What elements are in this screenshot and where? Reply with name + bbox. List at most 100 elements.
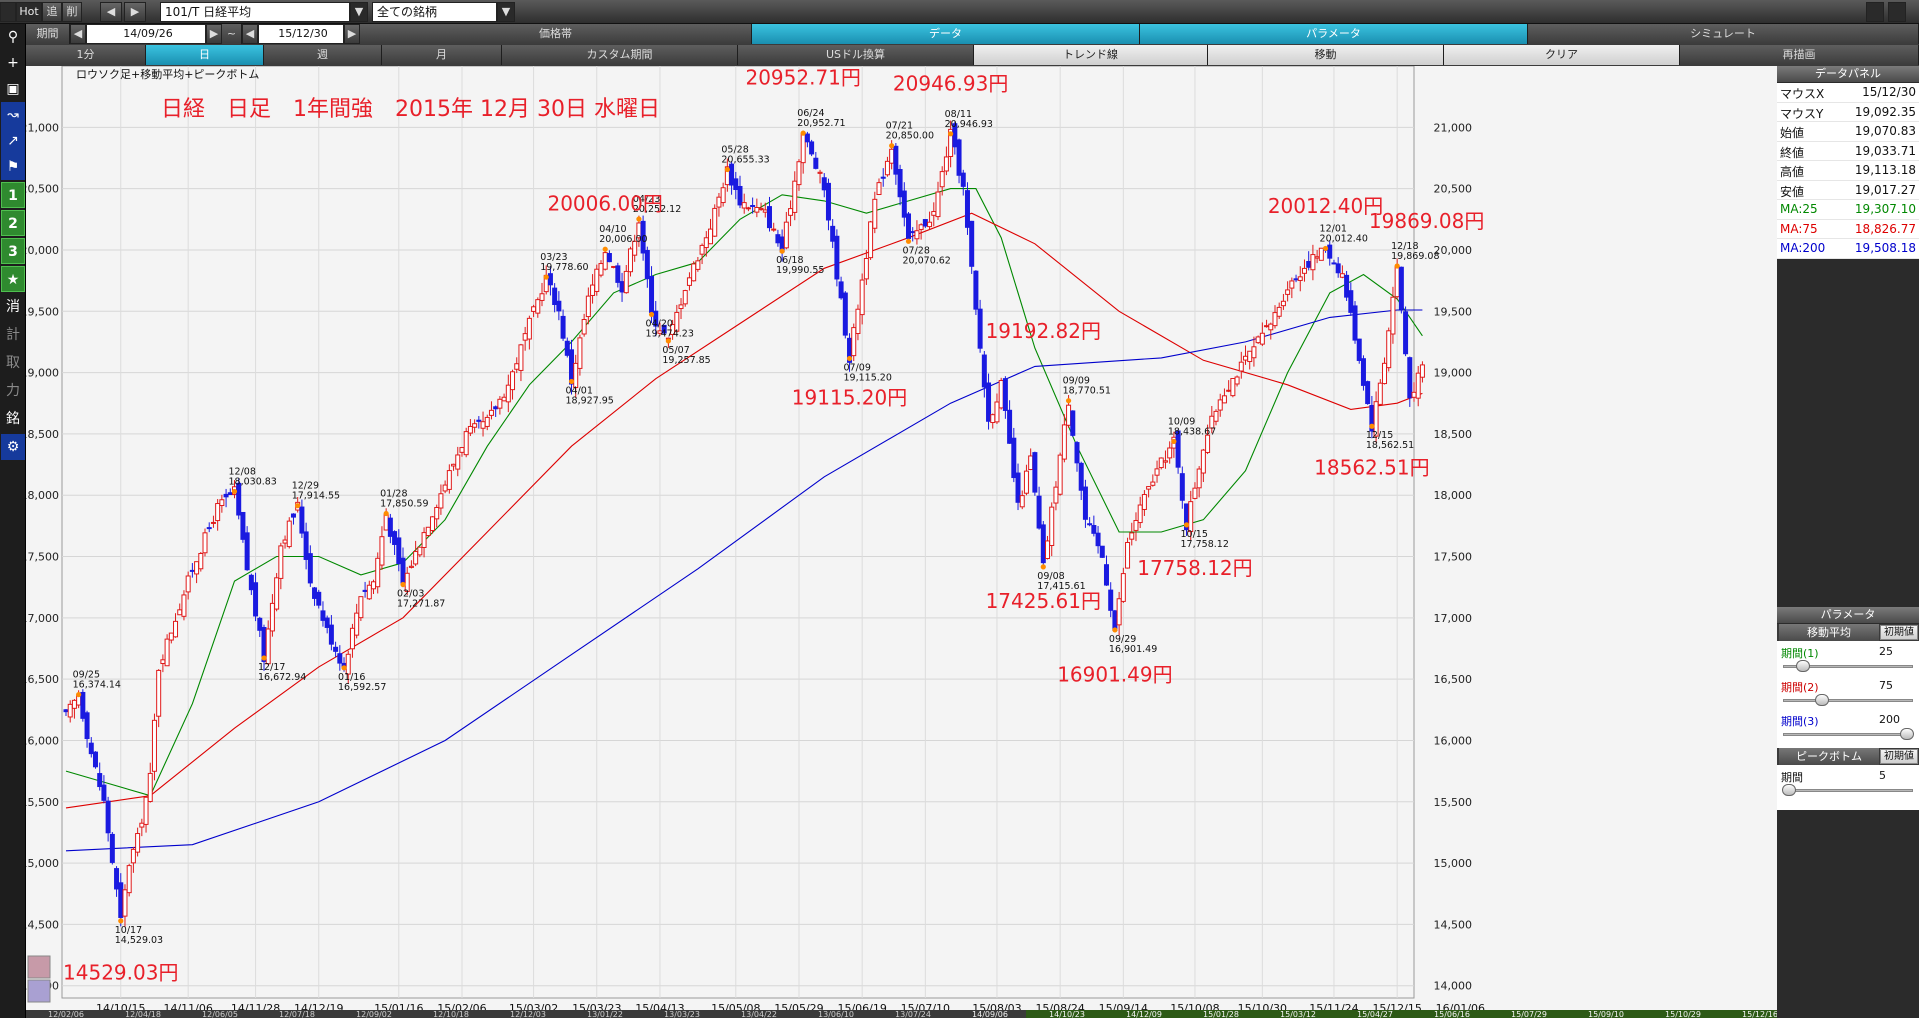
usd-conversion-button[interactable]: USドル換算 bbox=[738, 45, 974, 65]
window-close-button[interactable] bbox=[1888, 2, 1906, 22]
y-tick-label-right: 14,500 bbox=[1434, 918, 1473, 931]
flag-button[interactable]: ⚑ bbox=[1, 154, 25, 180]
delete-button[interactable]: 削 bbox=[62, 2, 82, 22]
line-chart-button[interactable]: ↝ bbox=[1, 102, 25, 128]
peak-marker bbox=[568, 378, 575, 385]
candle-body bbox=[434, 507, 440, 520]
preset-2-button[interactable]: 2 bbox=[1, 210, 25, 236]
candle-body bbox=[585, 295, 591, 318]
window-restore-button[interactable] bbox=[1866, 2, 1884, 22]
candle-body bbox=[463, 431, 469, 456]
ma1-slider-thumb[interactable] bbox=[1796, 660, 1810, 672]
pb-reset-button[interactable]: 初期値 bbox=[1880, 749, 1918, 764]
compare-chart-button[interactable]: ↗ bbox=[1, 128, 25, 154]
universe-field[interactable]: 全ての銘柄 bbox=[372, 2, 497, 22]
ma2-value[interactable]: 75 bbox=[1879, 679, 1893, 692]
universe-dropdown-button[interactable]: ▼ bbox=[497, 2, 515, 22]
pb-period-value[interactable]: 5 bbox=[1879, 769, 1886, 782]
move-button[interactable]: 移動 bbox=[1208, 45, 1444, 65]
next-symbol-button[interactable]: ▶ bbox=[124, 2, 146, 22]
range-next-button[interactable]: ▶ bbox=[344, 24, 360, 44]
tab-data[interactable]: データ bbox=[752, 24, 1140, 44]
candle-body bbox=[1394, 265, 1400, 298]
range-prev2-button[interactable]: ◀ bbox=[242, 24, 258, 44]
y-tick-label-left: 16,000 bbox=[26, 734, 59, 747]
fetch-button[interactable]: 取 bbox=[6, 355, 20, 371]
preset-1-button[interactable]: 1 bbox=[1, 182, 25, 208]
candle-body bbox=[71, 699, 77, 709]
custom-period-button[interactable]: カスタム期間 bbox=[502, 45, 738, 65]
candle-body bbox=[1087, 523, 1093, 526]
candle-body bbox=[1019, 495, 1025, 508]
pb-slider[interactable] bbox=[1782, 784, 1913, 796]
symbols-button[interactable]: 銘 bbox=[6, 411, 20, 427]
add-button[interactable]: 追 bbox=[42, 2, 62, 22]
peak-marker bbox=[341, 665, 347, 671]
ma2-slider[interactable] bbox=[1783, 694, 1913, 706]
range-mid-button[interactable]: ▶ bbox=[206, 24, 222, 44]
candle-body bbox=[345, 653, 351, 675]
candle-body bbox=[1411, 391, 1417, 398]
ma1-slider[interactable] bbox=[1783, 660, 1913, 672]
ma3-slider-thumb[interactable] bbox=[1900, 728, 1914, 740]
triangle-right-icon: ▶ bbox=[347, 27, 357, 40]
chart-area[interactable]: 09/25 16,374.14 10/17 14,529.03 12/08 18,030.… bbox=[26, 66, 1777, 1018]
peak-date-label: 12/29 bbox=[292, 481, 319, 492]
candle-body bbox=[442, 484, 448, 492]
preset-3-button[interactable]: 3 bbox=[1, 238, 25, 264]
timeframe-monthly[interactable]: 月 bbox=[382, 45, 502, 65]
candle-body bbox=[720, 187, 726, 204]
candle-body bbox=[682, 290, 688, 305]
price-annotation: 19115.20円 bbox=[792, 385, 907, 409]
peak-marker bbox=[543, 274, 549, 280]
candle-body bbox=[661, 324, 667, 334]
candle-body bbox=[1226, 389, 1232, 392]
price-annotation: 16901.49円 bbox=[1057, 663, 1172, 687]
ma3-value[interactable]: 200 bbox=[1879, 713, 1900, 726]
date-from-field[interactable]: 14/09/26 bbox=[86, 24, 206, 44]
candle-body bbox=[1078, 462, 1084, 491]
favorite-button[interactable]: ★ bbox=[1, 266, 25, 292]
search-button[interactable]: ⚲ bbox=[1, 24, 25, 50]
redraw-button[interactable]: 再描画 bbox=[1680, 45, 1919, 65]
input-button[interactable]: 力 bbox=[6, 383, 20, 399]
candle-body bbox=[1318, 247, 1324, 261]
peak-marker bbox=[383, 510, 389, 517]
candle-body bbox=[1028, 455, 1034, 470]
tab-simulate[interactable]: シミュレート bbox=[1528, 24, 1919, 44]
prev-symbol-button[interactable]: ◀ bbox=[100, 2, 122, 22]
crosshair-button[interactable]: + bbox=[1, 50, 25, 76]
ma3-slider[interactable] bbox=[1783, 728, 1914, 740]
peak-marker bbox=[905, 238, 912, 244]
y-tick-label-right: 19,500 bbox=[1434, 305, 1473, 318]
symbol-field[interactable]: 101/T 日経平均 bbox=[160, 2, 350, 22]
timeframe-daily[interactable]: 日 bbox=[146, 45, 264, 65]
candle-body bbox=[1327, 244, 1333, 259]
left-toolbar: ⚲ + ▣ ↝ ↗ ⚑ 1 2 3 ★ 消 計 取 力 銘 ⚙ bbox=[0, 24, 26, 1018]
symbol-dropdown-button[interactable]: ▼ bbox=[350, 2, 368, 22]
camera-button[interactable]: ▣ bbox=[1, 76, 25, 102]
pb-slider-thumb[interactable] bbox=[1782, 784, 1796, 796]
trendline-button[interactable]: トレンド線 bbox=[974, 45, 1208, 65]
ma-reset-button[interactable]: 初期値 bbox=[1880, 625, 1918, 640]
range-prev-button[interactable]: ◀ bbox=[70, 24, 86, 44]
candle-body bbox=[147, 772, 153, 802]
peak-marker bbox=[665, 338, 671, 344]
timeframe-weekly[interactable]: 週 bbox=[264, 45, 382, 65]
candle-body bbox=[425, 526, 431, 536]
tab-price-band[interactable]: 価格帯 bbox=[360, 24, 752, 44]
ma2-slider-thumb[interactable] bbox=[1815, 694, 1829, 706]
hot-button[interactable]: Hot bbox=[16, 2, 42, 22]
peak-value-label: 19,990.55 bbox=[776, 265, 824, 276]
date-to-field[interactable]: 15/12/30 bbox=[258, 24, 344, 44]
erase-button[interactable]: 消 bbox=[6, 299, 20, 315]
clear-button[interactable]: クリア bbox=[1444, 45, 1680, 65]
scroll-date-label: 12/04/18 bbox=[125, 1010, 161, 1018]
timeframe-1min[interactable]: 1分 bbox=[26, 45, 146, 65]
settings-button[interactable]: ⚙ bbox=[1, 434, 25, 460]
candle-body bbox=[151, 719, 157, 772]
tab-parameters[interactable]: パラメータ bbox=[1140, 24, 1528, 44]
calc-button[interactable]: 計 bbox=[6, 327, 20, 343]
ma1-value[interactable]: 25 bbox=[1879, 645, 1893, 658]
